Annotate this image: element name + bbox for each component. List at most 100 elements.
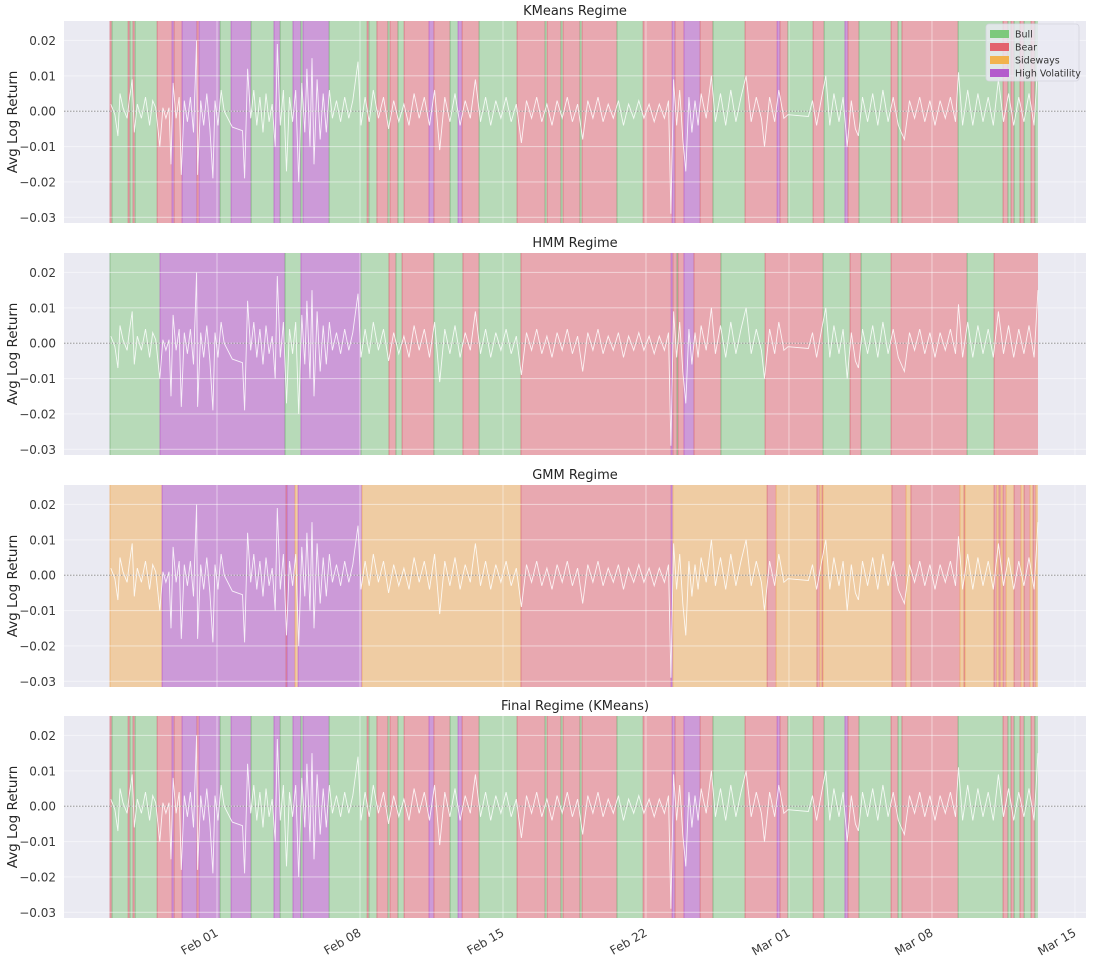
regime-span-bull [368,716,377,918]
regime-span-bull [361,253,390,455]
regime-span-bull [958,716,1004,918]
regime-span-bull [450,716,459,918]
regime-span-side [1006,485,1015,687]
x-tick-label: Mar 01 [749,925,792,958]
regime-span-hv [777,21,780,223]
regime-span-bull [580,21,583,223]
regime-span-hv [458,716,463,918]
regime-span-bear [779,716,788,918]
regime-span-bear [367,716,369,918]
regime-span-bull [1034,716,1038,918]
regime-span-bull [580,716,583,918]
regime-span-hv [300,253,362,455]
regime-span-bear [1031,716,1035,918]
regime-span-bear [767,485,777,687]
regime-span-bear [998,485,1002,687]
regime-span-bear [563,21,581,223]
regime-span-bull [300,21,304,223]
regime-span-bear [643,716,673,918]
regime-span-side [996,485,999,687]
regime-span-bear [994,253,1038,455]
regime-span-bear [674,716,684,918]
regime-span-hv [844,21,849,223]
regime-span-side [109,485,163,687]
panel-title: HMM Regime [532,236,617,251]
regime-span-bull [220,716,232,918]
regime-span-hv [273,716,281,918]
x-tick-label: Mar 15 [1035,925,1078,958]
regime-span-bear [196,716,200,918]
regime-span-bear [672,253,678,455]
regime-span-bull [1024,21,1032,223]
regime-span-bear [891,21,899,223]
y-tick-label: −0.01 [19,604,56,618]
regime-span-bear [157,716,173,918]
regime-span-bull [479,716,518,918]
legend-label: Bull [1015,30,1033,41]
panel-3: 0.02 0.01 0.00 −0.01 −0.02 −0.03 Final Regime … [5,699,1086,958]
regime-span-bear [848,716,860,918]
regime-span-hv [287,485,296,687]
regime-span-bear [582,21,617,223]
regime-span-bull [823,253,851,455]
regime-span-side [823,485,892,687]
regime-span-bear [745,21,778,223]
regime-span-bear [547,716,562,918]
y-tick-label: −0.01 [19,140,56,154]
regime-span-bull [787,716,814,918]
y-tick-label: −0.03 [19,906,56,920]
regime-span-bull [397,716,405,918]
y-tick-label: 0.02 [29,498,56,512]
legend-label: Bear [1015,43,1037,54]
x-tick-label: Feb 08 [322,925,364,957]
panel-0: 0.02 0.01 0.00 −0.01 −0.02 −0.03 KMeans Regime… [5,4,1086,225]
regime-span-bear [174,21,183,223]
regime-span-side [1001,485,1004,687]
regime-span-side [965,485,995,687]
regime-span-bear [376,716,388,918]
regime-span-bull [251,21,274,223]
regime-span-bull [824,21,845,223]
regime-span-bull [285,253,301,455]
regime-span-bull [300,716,304,918]
y-tick-label: −0.02 [19,175,56,189]
regime-span-bear [816,485,821,687]
regime-span-bear [822,485,824,687]
regime-span-bear [1003,716,1008,918]
regime-span-bear [1020,21,1025,223]
regime-span-bear [547,21,562,223]
y-tick-label: 0.02 [29,266,56,280]
panel-title: GMM Regime [532,468,618,483]
regime-span-side [362,485,521,687]
regime-span-bear [901,716,959,918]
regime-span-bull [1007,716,1012,918]
regime-span-bear [1011,21,1015,223]
legend-swatch-hv [990,69,1009,77]
regime-span-bull [450,21,459,223]
regime-span-bear [1003,21,1008,223]
regime-span-side [1021,485,1025,687]
regime-span-bear [813,21,825,223]
regime-span-bull [616,21,644,223]
y-tick-label: 0.00 [29,569,56,583]
panel-title: KMeans Regime [523,4,627,19]
regime-span-bear [390,21,398,223]
y-tick-label: −0.02 [19,870,56,884]
regime-span-bull [387,21,391,223]
regime-span-bear [109,716,113,918]
regime-span-hv [458,21,463,223]
regime-spans [109,716,1038,918]
regime-span-bull [1007,21,1012,223]
regime-span-hv [844,716,849,918]
regime-span-bull [861,253,892,455]
regime-span-bear [779,21,788,223]
regime-span-side [906,485,911,687]
regime-span-hv [160,253,286,455]
regime-span-bull [616,716,644,918]
y-tick-label: 0.00 [29,105,56,119]
regime-span-bear [901,21,959,223]
regime-span-bear [643,21,673,223]
regime-span-bull [898,21,902,223]
x-tick-label: Feb 15 [465,925,507,957]
